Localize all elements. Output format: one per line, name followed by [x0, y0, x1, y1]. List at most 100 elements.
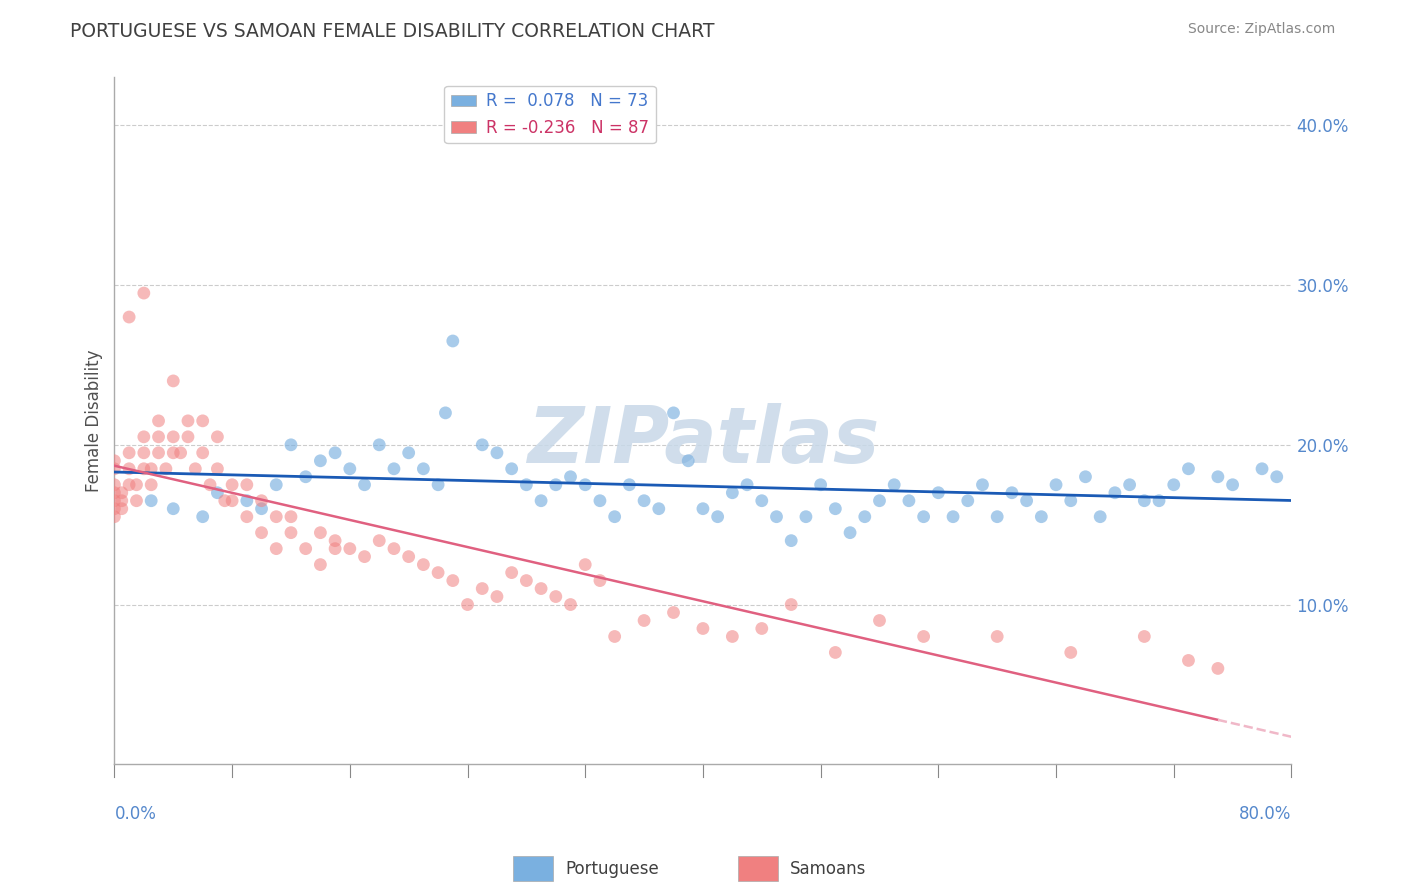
Point	[1133, 493, 1156, 508]
Point	[412, 558, 434, 572]
Point	[765, 509, 787, 524]
Point	[141, 493, 163, 508]
Point	[264, 541, 287, 556]
Point	[294, 541, 316, 556]
Point	[103, 462, 125, 476]
Point	[339, 541, 361, 556]
Point	[103, 501, 125, 516]
Point	[839, 525, 862, 540]
Point	[912, 630, 935, 644]
Point	[207, 430, 229, 444]
Point	[264, 509, 287, 524]
Point	[485, 590, 508, 604]
Point	[280, 438, 302, 452]
Point	[125, 477, 148, 491]
Point	[236, 493, 259, 508]
Point	[111, 493, 134, 508]
Point	[162, 430, 184, 444]
Point	[662, 606, 685, 620]
Point	[912, 509, 935, 524]
Point	[141, 462, 163, 476]
Point	[1133, 630, 1156, 644]
Point	[648, 501, 671, 516]
Point	[221, 477, 243, 491]
Point	[339, 462, 361, 476]
Point	[398, 446, 420, 460]
Point	[824, 501, 846, 516]
Point	[1074, 469, 1097, 483]
Point	[214, 493, 236, 508]
Point	[280, 509, 302, 524]
Point	[309, 525, 332, 540]
Point	[250, 493, 273, 508]
Point	[250, 525, 273, 540]
Point	[323, 533, 346, 548]
Point	[294, 469, 316, 483]
Legend: R =  0.078   N = 73, R = -0.236   N = 87: R = 0.078 N = 73, R = -0.236 N = 87	[444, 86, 655, 144]
Point	[869, 614, 891, 628]
Text: 80.0%: 80.0%	[1239, 805, 1292, 823]
Point	[986, 630, 1008, 644]
Point	[692, 501, 714, 516]
Point	[1088, 509, 1111, 524]
Point	[927, 485, 949, 500]
Point	[942, 509, 965, 524]
Point	[824, 645, 846, 659]
Point	[118, 310, 141, 324]
Point	[501, 462, 523, 476]
Point	[169, 446, 191, 460]
Point	[574, 477, 596, 491]
Point	[221, 493, 243, 508]
Point	[236, 477, 259, 491]
Point	[1045, 477, 1067, 491]
Point	[368, 533, 391, 548]
Point	[603, 509, 626, 524]
Point	[544, 590, 567, 604]
Point	[751, 622, 773, 636]
Point	[560, 598, 582, 612]
Point	[956, 493, 979, 508]
Point	[1265, 469, 1288, 483]
Point	[1060, 493, 1083, 508]
Point	[676, 454, 699, 468]
Point	[434, 406, 457, 420]
Point	[1177, 653, 1199, 667]
Point	[662, 406, 685, 420]
Point	[191, 446, 214, 460]
Point	[603, 630, 626, 644]
Point	[162, 446, 184, 460]
Point	[471, 582, 494, 596]
Point	[103, 454, 125, 468]
Point	[323, 541, 346, 556]
Point	[155, 462, 177, 476]
Point	[810, 477, 832, 491]
Point	[382, 462, 405, 476]
Point	[132, 286, 155, 301]
Point	[515, 574, 537, 588]
Point	[111, 485, 134, 500]
Y-axis label: Female Disability: Female Disability	[86, 350, 103, 492]
Point	[530, 582, 553, 596]
Point	[132, 430, 155, 444]
Point	[1147, 493, 1170, 508]
Point	[897, 493, 920, 508]
Point	[574, 558, 596, 572]
Point	[323, 446, 346, 460]
Point	[1118, 477, 1140, 491]
Point	[633, 493, 655, 508]
Point	[1015, 493, 1038, 508]
Point	[721, 485, 744, 500]
Point	[972, 477, 994, 491]
Point	[132, 462, 155, 476]
Point	[692, 622, 714, 636]
Point	[148, 430, 170, 444]
Point	[148, 414, 170, 428]
Point	[198, 477, 221, 491]
Point	[721, 630, 744, 644]
Point	[191, 414, 214, 428]
Point	[1251, 462, 1274, 476]
Point	[125, 493, 148, 508]
Point	[869, 493, 891, 508]
Point	[162, 501, 184, 516]
Point	[530, 493, 553, 508]
